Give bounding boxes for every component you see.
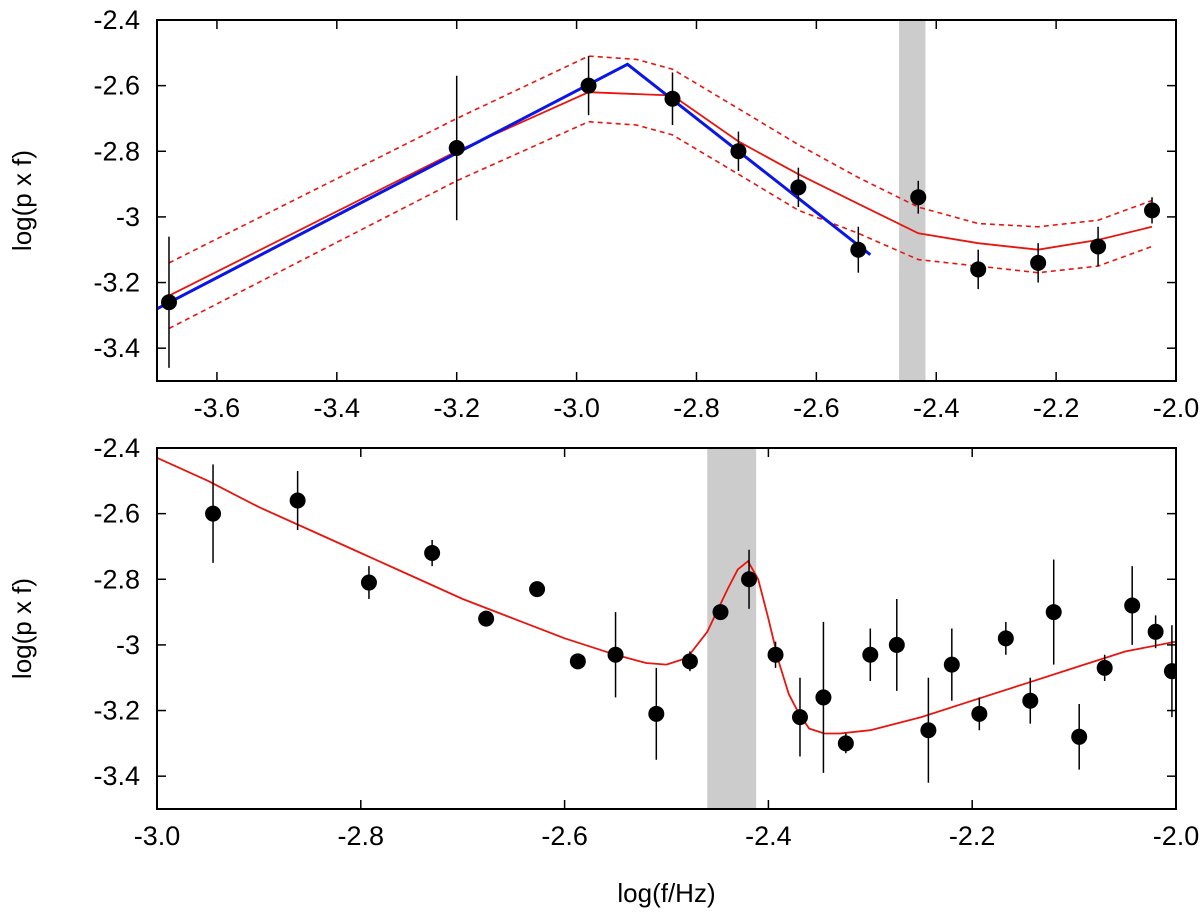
x-tick-label: -2.6 (541, 821, 588, 851)
data-point (289, 492, 306, 509)
plot-frame (156, 447, 1177, 810)
y-tick-label: -2.4 (93, 433, 140, 463)
data-point (997, 630, 1014, 647)
data-point (971, 705, 988, 722)
x-tick-label: -2.4 (913, 393, 960, 423)
data-point (569, 653, 586, 670)
model-line (157, 456, 1176, 735)
x-tick-label: -3.4 (314, 393, 361, 423)
x-tick-label: -3.6 (194, 393, 241, 423)
y-tick-label: -3.4 (93, 761, 140, 791)
x-tick-label: -3.2 (433, 393, 480, 423)
x-tick-label: -2.4 (745, 821, 792, 851)
x-tick-label: -2.8 (673, 393, 720, 423)
data-point (970, 261, 987, 278)
data-point (730, 143, 747, 160)
data-point (607, 646, 624, 663)
data-point (1163, 663, 1176, 680)
data-point (837, 735, 854, 752)
data-point (580, 77, 597, 94)
data-point (160, 294, 177, 311)
shaded-band (707, 448, 757, 809)
y-tick-label: -3.4 (93, 333, 140, 363)
x-axis-label: log(f/Hz) (617, 878, 715, 908)
y-axis-label: log(p x f) (7, 150, 37, 251)
x-tick-label: -2.2 (1033, 393, 1080, 423)
data-point (767, 646, 784, 663)
data-point (1071, 728, 1088, 745)
data-point (1090, 238, 1107, 255)
y-tick-label: -2.8 (93, 136, 140, 166)
data-point (1096, 659, 1113, 676)
data-point (712, 604, 729, 621)
x-tick-label: -2.0 (1153, 821, 1200, 851)
data-point (529, 581, 546, 598)
data-point (1022, 692, 1039, 709)
x-tick-label: -2.2 (949, 821, 996, 851)
plot-frame (156, 19, 1177, 382)
data-point (448, 139, 465, 156)
x-tick-label: -2.8 (338, 821, 385, 851)
data-point (360, 574, 377, 591)
y-tick-label: -2.8 (93, 564, 140, 594)
top-panel: -3.6 -3.4 -3.2 -3.0 -2.8 -2.6 -2.4 -2.2 -2.0 -3.4… (7, 5, 1199, 423)
data-point (943, 656, 960, 673)
y-tick-label: -2.6 (93, 499, 140, 529)
data-point (888, 636, 905, 653)
y-tick-label: -3.2 (93, 696, 140, 726)
data-point (850, 241, 867, 258)
data-point (664, 90, 681, 107)
data-point (791, 709, 808, 726)
data-point (478, 610, 495, 627)
bottom-panel: -3.0 -2.8 -2.6 -2.4 -2.2 -2.0 -3.4 -3.2 -3 -2.8 -2… (7, 433, 1199, 908)
y-tick-label: -3 (116, 202, 140, 232)
x-tick-label: -2.0 (1153, 393, 1200, 423)
data-point (910, 189, 927, 206)
data-point (790, 179, 807, 196)
data-point (920, 722, 937, 739)
data-point (815, 689, 832, 706)
data-point (862, 646, 879, 663)
broken-power-law-line (157, 62, 872, 311)
y-tick-label: -2.4 (93, 5, 140, 35)
data-point (681, 653, 698, 670)
x-tick-label: -2.6 (793, 393, 840, 423)
x-tick-label: -3.0 (553, 393, 600, 423)
data-point (424, 545, 441, 562)
data-point (1030, 254, 1047, 271)
y-tick-label: -2.6 (93, 71, 140, 101)
data-point (1147, 623, 1164, 640)
data-point (648, 705, 665, 722)
x-tick-label: -3.0 (134, 821, 181, 851)
model-line (168, 91, 1153, 297)
model-upper-bound-line (168, 55, 1153, 264)
data-point (1144, 202, 1161, 219)
data-point (1045, 604, 1062, 621)
y-axis-label: log(p x f) (7, 578, 37, 679)
data-point (205, 505, 222, 522)
y-tick-label: -3.2 (93, 268, 140, 298)
y-tick-label: -3 (116, 630, 140, 660)
data-point (741, 571, 758, 588)
data-point (1124, 597, 1141, 614)
